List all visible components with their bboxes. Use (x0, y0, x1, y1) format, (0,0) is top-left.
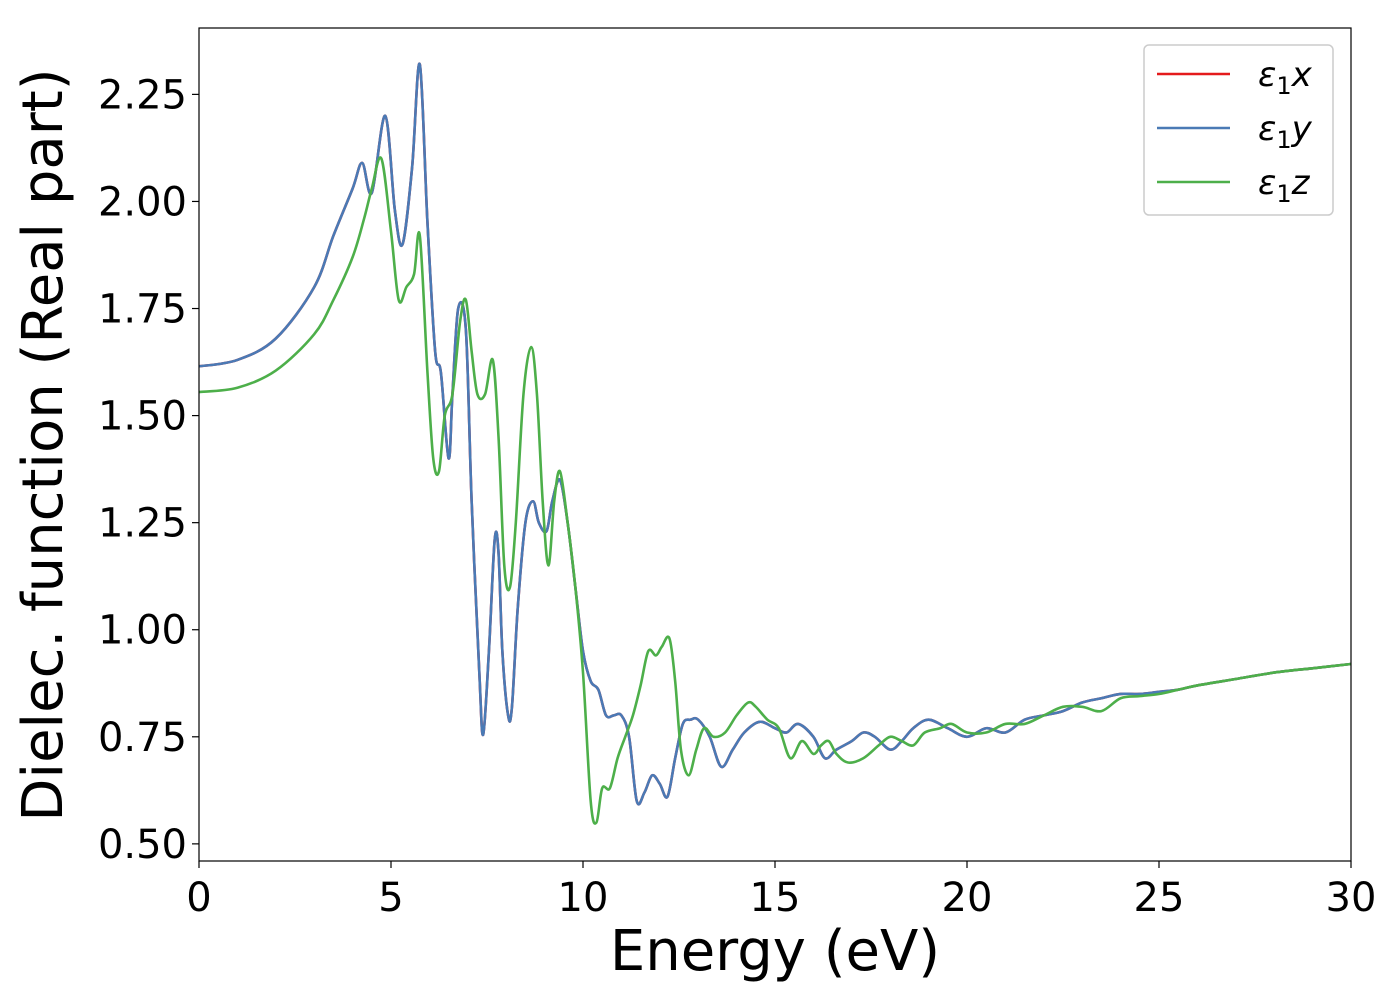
legend-label-z: ε1z (1258, 163, 1311, 208)
series-layer (199, 62, 1351, 825)
x-tick-label: 5 (378, 875, 403, 921)
y-tick-label: 2.25 (98, 72, 187, 118)
y-tick-label: 2.00 (98, 179, 187, 225)
series-line-y (199, 62, 1351, 806)
y-tick-label: 1.50 (98, 394, 187, 440)
y-tick-label: 1.00 (98, 608, 187, 654)
legend-label-x: ε1x (1258, 55, 1313, 100)
legend-box (1143, 44, 1334, 216)
y-tick-label: 1.25 (98, 501, 187, 547)
legend: ε1x ε1y ε1z (1143, 44, 1334, 216)
x-axis-title: Energy (eV) (610, 919, 940, 984)
x-tick-label: 10 (558, 875, 609, 921)
y-tick-label: 0.50 (98, 822, 187, 868)
legend-label-y: ε1y (1258, 109, 1313, 154)
y-axis-ticks: 0.50 0.75 1.00 1.25 1.50 1.75 2.00 2.25 (98, 72, 199, 868)
x-tick-label: 30 (1326, 875, 1377, 921)
y-tick-label: 1.75 (98, 287, 187, 333)
series-line-z (199, 156, 1351, 825)
x-tick-label: 25 (1134, 875, 1185, 921)
x-tick-label: 20 (942, 875, 993, 921)
x-tick-label: 0 (186, 875, 211, 921)
x-axis-ticks: 0 5 10 15 20 25 30 (186, 861, 1376, 921)
x-tick-label: 15 (750, 875, 801, 921)
y-axis-title: Dielec. function (Real part) (11, 68, 76, 821)
y-tick-label: 0.75 (98, 715, 187, 761)
